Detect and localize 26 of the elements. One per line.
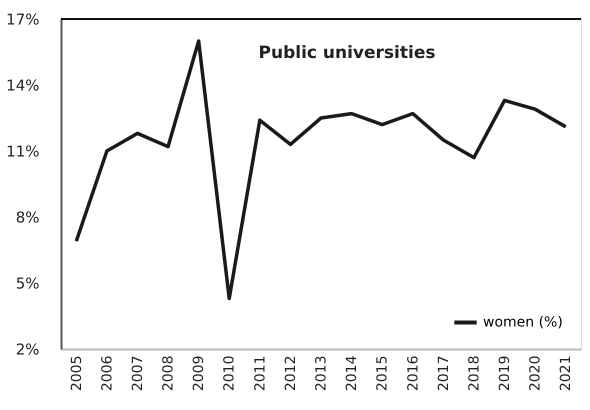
x-tick-label: 2021 — [558, 356, 574, 392]
y-tick-label: 8% — [16, 208, 40, 226]
x-tick-label: 2017 — [436, 356, 452, 392]
y-tick-label: 17% — [6, 10, 40, 28]
x-tick-label: 2016 — [405, 355, 422, 392]
text: Public universities — [258, 43, 436, 63]
x-tick-label: 2006 — [99, 355, 116, 392]
x-tick-label: 2014 — [344, 355, 360, 392]
line-series — [74, 39, 568, 300]
x-tick-label: 2008 — [160, 356, 177, 392]
x-tick-label: 2015 — [374, 356, 391, 392]
legend-label: women (%) — [483, 314, 563, 330]
x-tick-label: 2011 — [252, 356, 268, 392]
x-tick-label: 2010 — [222, 356, 238, 392]
x-tick-label: 2013 — [314, 356, 330, 392]
x-tick-label: 2019 — [497, 356, 514, 392]
x-tick-label: 2018 — [466, 356, 482, 392]
x-tick-label: 2012 — [282, 356, 299, 392]
y-tick-label: 14% — [6, 76, 40, 94]
y-tick-label: 5% — [16, 274, 40, 292]
x-tick-label: 2007 — [130, 356, 146, 392]
y-tick-label: 11% — [6, 142, 40, 160]
x-tick-label: 2005 — [68, 356, 85, 392]
y-tick-label: 2% — [16, 340, 40, 358]
x-tick-label: 2020 — [528, 356, 544, 392]
x-tick-label: 2009 — [191, 356, 208, 392]
